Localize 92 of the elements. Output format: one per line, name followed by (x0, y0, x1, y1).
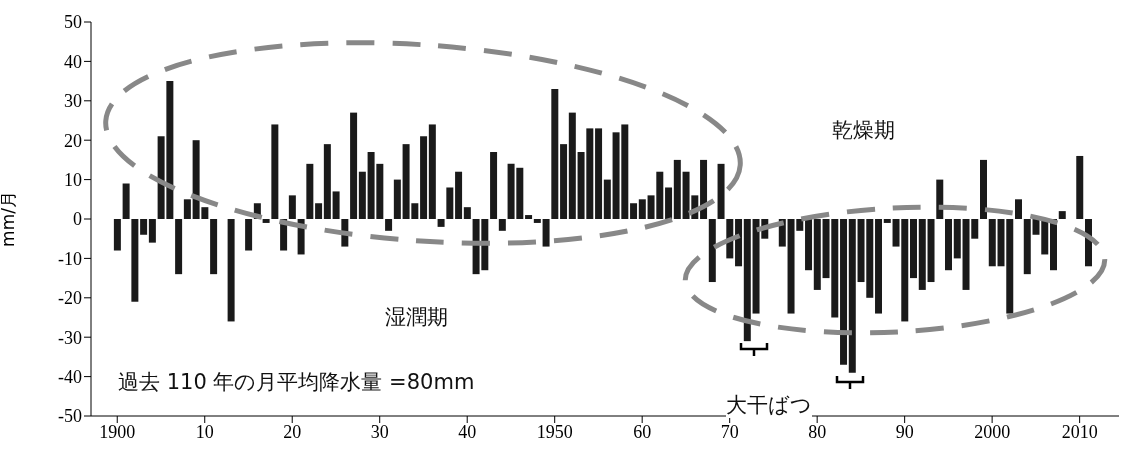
bar (551, 88, 559, 219)
y-axis-title: mm/月 (0, 191, 19, 247)
bar (840, 219, 848, 365)
bar (323, 144, 331, 219)
y-tick-label: 20 (64, 130, 82, 151)
bar (568, 112, 576, 219)
bar (805, 219, 813, 271)
bar (113, 219, 121, 251)
bar (245, 219, 253, 251)
bar (288, 195, 296, 219)
bar (953, 219, 961, 259)
bar (936, 179, 944, 219)
y-tick-label: 0 (73, 209, 82, 230)
bar (393, 179, 401, 219)
annotation: 大干ばつ (726, 393, 812, 419)
bar (735, 219, 743, 267)
bar (490, 152, 498, 219)
bar (183, 199, 191, 219)
bar (210, 219, 218, 275)
bar (332, 191, 340, 219)
x-tick-label: 10 (195, 421, 214, 442)
bar (603, 179, 611, 219)
bar (533, 219, 541, 223)
bar (498, 219, 506, 231)
bar (673, 159, 681, 219)
bar (262, 219, 270, 223)
bar (927, 219, 935, 283)
bar (708, 219, 716, 283)
bar (910, 219, 918, 279)
bar (420, 136, 428, 219)
x-tick-label: 80 (808, 421, 827, 442)
bar (918, 219, 926, 290)
x-tick-label: 40 (458, 421, 477, 442)
x-tick-label: 2000 (974, 421, 1011, 442)
bar (743, 219, 751, 342)
bar (271, 124, 279, 219)
bar (945, 219, 953, 271)
bar (306, 163, 314, 219)
annotation: 湿潤期 (385, 305, 448, 331)
bar (175, 219, 183, 275)
bar (131, 219, 139, 302)
bar (1015, 199, 1023, 219)
bar (385, 219, 393, 231)
bar (1023, 219, 1031, 275)
bar (1076, 155, 1084, 219)
bar (665, 187, 673, 219)
y-tick-label: -30 (58, 327, 82, 348)
y-tick-label: 50 (64, 12, 82, 33)
bar (140, 219, 148, 235)
y-tick-label: -40 (58, 366, 82, 387)
bar (358, 171, 366, 219)
bar (988, 219, 996, 267)
y-tick-label: 10 (64, 169, 82, 190)
x-tick-label: 60 (633, 421, 652, 442)
x-tick-label: 30 (370, 421, 389, 442)
bar (1058, 211, 1066, 219)
x-tick-label: 20 (283, 421, 302, 442)
bar (542, 219, 550, 247)
x-tick-label: 2010 (1061, 421, 1098, 442)
x-tick-label: 1950 (536, 421, 573, 442)
bar (428, 124, 436, 219)
bar (455, 171, 463, 219)
bar (630, 203, 638, 219)
y-tick-label: 40 (64, 51, 82, 72)
bar (717, 163, 725, 219)
x-tick-label: 70 (720, 421, 739, 442)
bar (437, 219, 445, 227)
x-tick-label: 1900 (99, 421, 136, 442)
y-tick-label: 30 (64, 91, 82, 112)
bar (638, 199, 646, 219)
bar (595, 128, 603, 219)
bar (848, 219, 856, 373)
bar (463, 207, 471, 219)
bar (525, 215, 533, 219)
bar (560, 144, 568, 219)
y-tick-label: -10 (58, 248, 82, 269)
bar (883, 219, 891, 223)
annotation: 過去 110 年の月平均降水量 =80mm (118, 370, 475, 396)
annotation: 乾燥期 (832, 118, 895, 144)
x-tick-label: 90 (895, 421, 914, 442)
bar (315, 203, 323, 219)
y-tick-label: -20 (58, 288, 82, 309)
bar (700, 159, 708, 219)
bar (875, 219, 883, 314)
bar (813, 219, 821, 290)
bar (148, 219, 156, 243)
bar (227, 219, 235, 322)
bar (980, 159, 988, 219)
bar (350, 112, 358, 219)
bar (122, 183, 130, 219)
bar (446, 187, 454, 219)
y-tick-label: -50 (58, 406, 82, 427)
